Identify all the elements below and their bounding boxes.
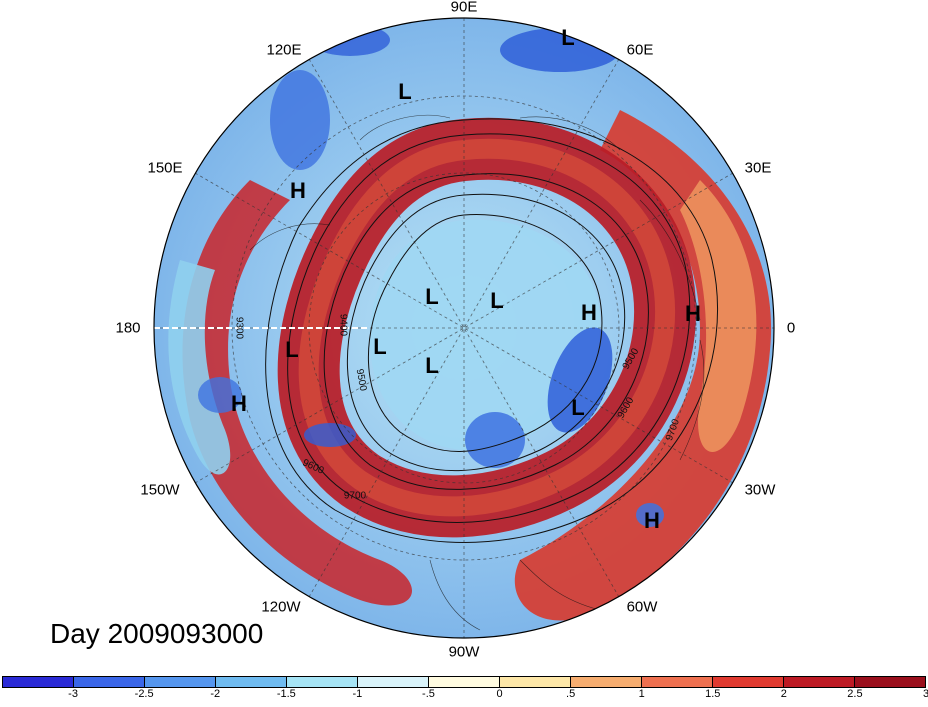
- contour-label: 9700: [343, 490, 367, 502]
- colorbar-swatch: [358, 677, 429, 687]
- lon-label-90w: 90W: [448, 643, 480, 661]
- contour-label: 9300: [233, 316, 245, 340]
- colorbar-swatch: [74, 677, 145, 687]
- lon-label-30w: 30W: [744, 481, 776, 499]
- pressure-center-high: H: [644, 508, 660, 533]
- pressure-center-high: H: [581, 300, 597, 325]
- contour-label: 9400: [337, 313, 349, 337]
- colorbar-swatch: [145, 677, 216, 687]
- colorbar-tick-label: 0: [496, 688, 503, 700]
- date-title: Day 2009093000: [50, 618, 264, 649]
- colorbar-tick-label: -1.5: [276, 688, 296, 700]
- colorbar-tick-label: -.5: [422, 688, 435, 700]
- pressure-center-low: L: [490, 288, 504, 313]
- colorbar-swatch: [287, 677, 358, 687]
- colorbar-swatch: [429, 677, 500, 687]
- colorbar-tick-label: -2: [210, 688, 221, 700]
- pressure-center-high: H: [231, 391, 247, 416]
- colorbar-swatch: [855, 677, 925, 687]
- colorbar-tick-label: -2.5: [134, 688, 154, 700]
- pressure-center-low: L: [398, 79, 412, 104]
- lon-label-120e: 120E: [266, 41, 302, 59]
- colorbar-swatch: [500, 677, 571, 687]
- pressure-center-low: L: [425, 284, 439, 309]
- lon-label-30e: 30E: [744, 159, 772, 177]
- colorbar-tick-label: -1: [352, 688, 363, 700]
- lon-label-60w: 60W: [626, 598, 658, 616]
- lon-label-0: 0: [786, 319, 796, 337]
- colorbar-tick-label: 3: [922, 688, 928, 700]
- pressure-center-low: L: [373, 334, 387, 359]
- lon-label-60e: 60E: [626, 41, 654, 59]
- lon-label-90e: 90E: [450, 0, 478, 16]
- colorbar-swatch: [571, 677, 642, 687]
- pressure-center-low: L: [425, 353, 439, 378]
- pressure-center-low: L: [571, 395, 585, 420]
- colorbar-swatch: [784, 677, 855, 687]
- lon-label-150e: 150E: [147, 159, 183, 177]
- lon-label-120w: 120W: [261, 598, 301, 616]
- pressure-center-low: L: [561, 25, 575, 50]
- pressure-center-high: H: [685, 301, 701, 326]
- colorbar-tick-label: 2.5: [847, 688, 863, 700]
- lon-label-180: 180: [115, 319, 141, 337]
- colorbar-swatch: [642, 677, 713, 687]
- colorbar-tick-label: 2: [780, 688, 787, 700]
- pressure-center-low: L: [285, 337, 299, 362]
- colorbar-tick-label: .5: [566, 688, 576, 700]
- lon-label-150w: 150W: [140, 481, 180, 499]
- colorbar-swatch: [216, 677, 287, 687]
- pressure-center-high: H: [290, 178, 306, 203]
- colorbar-tick-label: 1: [638, 688, 645, 700]
- colorbar-swatch: [713, 677, 784, 687]
- colorbar-tick-label: -3: [68, 688, 78, 700]
- colorbar: [2, 676, 926, 688]
- colorbar-tick-label: 1.5: [705, 688, 721, 700]
- colorbar-swatch: [3, 677, 74, 687]
